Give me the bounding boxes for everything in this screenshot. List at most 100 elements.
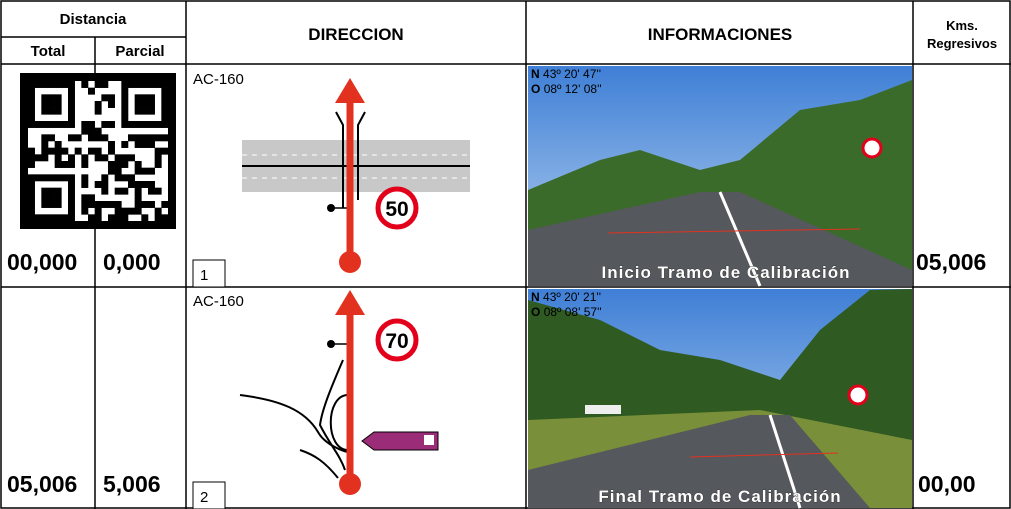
qr-module — [81, 121, 89, 128]
qr-module — [61, 214, 69, 222]
kms-remaining: 00,00 — [918, 471, 976, 497]
qr-module — [148, 107, 155, 115]
header-distance: Distancia — [60, 11, 127, 28]
qr-module — [148, 187, 155, 195]
qr-module — [141, 101, 149, 108]
qr-module — [141, 121, 149, 128]
qr-module — [121, 114, 129, 122]
qr-module — [108, 201, 115, 208]
lat-label: N — [531, 290, 540, 304]
qr-module — [134, 134, 142, 142]
qr-module — [88, 121, 95, 128]
svg-text:N 43º 20' 47'': N 43º 20' 47'' — [531, 67, 601, 81]
qr-module — [68, 174, 75, 182]
svg-text:O 08º 12' 08'': O 08º 12' 08'' — [531, 82, 602, 96]
qr-module — [114, 161, 122, 168]
qr-module — [101, 94, 109, 102]
qr-module — [108, 214, 115, 222]
qr-module — [141, 81, 149, 88]
road-name: AC-160 — [193, 71, 244, 88]
qr-module — [34, 81, 42, 88]
qr-module — [48, 187, 55, 195]
qr-module — [68, 121, 75, 128]
qr-module — [94, 134, 102, 142]
qr-module — [154, 121, 162, 128]
qr-module — [161, 87, 169, 95]
qr-module — [128, 154, 135, 162]
qr-module — [54, 147, 62, 155]
qr-module — [28, 201, 35, 208]
qr-module — [34, 174, 42, 182]
qr-module — [88, 194, 95, 202]
qr-module — [48, 121, 55, 128]
qr-module — [94, 127, 102, 135]
lat-value: 43º 20' 47'' — [543, 67, 601, 81]
qr-module — [94, 147, 102, 155]
qr-module — [148, 141, 155, 148]
qr-module — [74, 147, 82, 155]
qr-module — [94, 181, 102, 188]
qr-module — [81, 81, 89, 88]
qr-module — [61, 161, 69, 168]
total-distance: 05,006 — [7, 471, 77, 497]
qr-module — [161, 121, 169, 128]
qr-module — [134, 107, 142, 115]
partial-distance: 5,006 — [103, 471, 161, 497]
step-number: 2 — [200, 489, 208, 506]
qr-module — [134, 121, 142, 128]
qr-module — [81, 154, 89, 162]
qr-module — [114, 154, 122, 162]
qr-module — [141, 167, 149, 175]
qr-module — [134, 141, 142, 148]
qr-module — [34, 121, 42, 128]
qr-module — [121, 121, 129, 128]
qr-module — [134, 167, 142, 175]
qr-module — [54, 154, 62, 162]
qr-module — [54, 174, 62, 182]
qr-module — [81, 194, 89, 202]
qr-module — [141, 107, 149, 115]
qr-module — [28, 121, 35, 128]
total-distance: 00,000 — [7, 249, 77, 275]
svg-text:N 43º 20' 21'': N 43º 20' 21'' — [531, 290, 601, 304]
qr-module — [134, 207, 142, 215]
qr-module — [41, 121, 49, 128]
qr-module — [148, 81, 155, 88]
qr-module — [48, 134, 55, 142]
qr-module — [148, 181, 155, 188]
photo-caption: Inicio Tramo de Calibración — [602, 263, 851, 282]
qr-module — [101, 181, 109, 188]
qr-module — [121, 107, 129, 115]
lon-label: O — [531, 305, 540, 319]
qr-module — [61, 121, 69, 128]
qr-module — [28, 187, 35, 195]
qr-module — [128, 181, 135, 188]
qr-module — [161, 101, 169, 108]
qr-module — [134, 161, 142, 168]
qr-module — [68, 114, 75, 122]
qr-module — [48, 94, 55, 102]
qr-module — [141, 94, 149, 102]
qr-module — [41, 187, 49, 195]
direction-diagram — [239, 290, 439, 495]
qr-module — [108, 167, 115, 175]
qr-module — [154, 134, 162, 142]
header-partial: Parcial — [115, 43, 164, 60]
qr-module — [41, 94, 49, 102]
qr-module — [101, 187, 109, 195]
qr-module — [54, 201, 62, 208]
qr-module — [141, 214, 149, 222]
qr-module — [48, 214, 55, 222]
speed-limit: 50 — [385, 198, 408, 221]
qr-module — [54, 121, 62, 128]
qr-module — [94, 214, 102, 222]
qr-module — [68, 154, 75, 162]
qr-module — [41, 214, 49, 222]
qr-module — [134, 94, 142, 102]
qr-module — [28, 154, 35, 162]
qr-module — [28, 94, 35, 102]
qr-module — [28, 114, 35, 122]
speed-limit: 70 — [385, 330, 408, 353]
